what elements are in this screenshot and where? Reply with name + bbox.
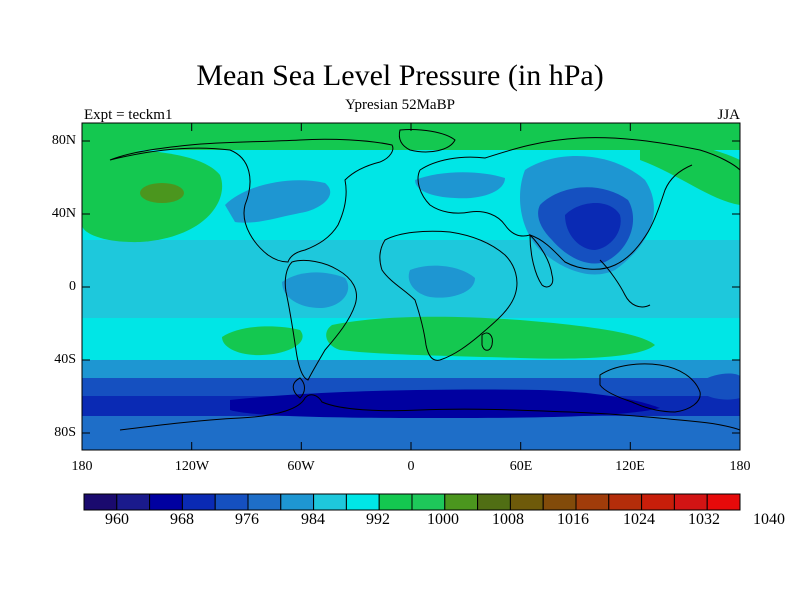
lon-label-180e: 180 — [729, 459, 751, 474]
experiment-label: Expt = teckm1 — [84, 107, 173, 123]
map-title: Mean Sea Level Pressure (in hPa) — [196, 59, 604, 92]
coast-southern-islands — [292, 377, 305, 399]
tropical-low-africa — [408, 265, 475, 298]
colorbar-label: 992 — [366, 511, 390, 528]
north-atlantic-low — [415, 172, 505, 199]
colorbar-box — [280, 493, 315, 511]
lat-label-40n: 40N — [51, 206, 76, 221]
coast-australia — [599, 363, 701, 413]
colorbar-box — [673, 493, 708, 511]
north-america-low — [225, 180, 331, 223]
pressure-field — [82, 123, 740, 450]
colorbar-box — [83, 493, 118, 511]
lat-label-80s: 80S — [54, 425, 76, 440]
coast-india — [529, 233, 554, 288]
colorbar-box — [181, 493, 216, 511]
coast-south-america — [284, 259, 357, 381]
colorbar-box — [575, 493, 610, 511]
colorbar-box — [706, 493, 741, 511]
lon-label-180w: 180 — [71, 459, 93, 474]
north-pacific-high-core — [140, 183, 184, 203]
colorbar-label: 1032 — [688, 511, 720, 528]
tropical-low-america — [282, 272, 349, 308]
coast-north-america — [109, 138, 394, 263]
colorbar-label: 1008 — [492, 511, 524, 528]
coast-greenland — [398, 129, 456, 153]
colorbar-box — [641, 493, 675, 511]
lon-label-60e: 60E — [509, 459, 533, 474]
colorbar-box — [149, 493, 183, 511]
lat-label-40s: 40S — [54, 352, 76, 367]
lon-label-120w: 120W — [174, 459, 210, 474]
colorbar-box — [608, 493, 643, 511]
colorbar-box — [116, 493, 151, 511]
east-edge-low — [700, 373, 740, 400]
colorbar-box — [313, 493, 347, 511]
colorbar-label: 1016 — [557, 511, 589, 528]
season-label: JJA — [717, 107, 740, 123]
colorbar-label: 984 — [301, 511, 325, 528]
lat-label-80n: 80N — [51, 133, 76, 148]
asian-low-core — [565, 202, 621, 250]
colorbar-box — [477, 493, 511, 511]
southern-high-pacific — [222, 326, 303, 356]
colorbar-box — [247, 493, 282, 511]
colorbar-label: 1024 — [623, 511, 655, 528]
lat-label-0: 0 — [69, 279, 76, 294]
colorbar-label: 976 — [235, 511, 259, 528]
coast-southeast-asia — [599, 259, 651, 308]
colorbar-label: 960 — [105, 511, 129, 528]
band-south-mid — [82, 360, 740, 380]
lon-label-0: 0 — [407, 459, 415, 474]
colorbar-box — [378, 493, 413, 511]
colorbar — [83, 493, 741, 511]
axis-ticks — [81, 123, 741, 450]
coast-africa — [379, 230, 518, 361]
coastlines — [109, 129, 740, 431]
colorbar-label: 968 — [170, 511, 194, 528]
arctic-green-east — [640, 135, 740, 205]
lon-label-120e: 120E — [615, 459, 645, 474]
southern-high-atlantic — [326, 316, 655, 359]
colorbar-box — [345, 493, 380, 511]
colorbar-box — [444, 493, 479, 511]
colorbar-box — [509, 493, 544, 511]
map-subtitle: Ypresian 52MaBP — [345, 97, 455, 113]
colorbar-box — [411, 493, 446, 511]
colorbar-box — [214, 493, 249, 511]
coast-madagascar — [481, 332, 493, 351]
lon-label-60w: 60W — [287, 459, 315, 474]
colorbar-label: 1000 — [427, 511, 459, 528]
coast-antarctica — [119, 394, 740, 431]
colorbar-box — [542, 493, 577, 511]
colorbar-label: 1040 — [753, 511, 785, 528]
coast-eurasia — [417, 137, 740, 270]
